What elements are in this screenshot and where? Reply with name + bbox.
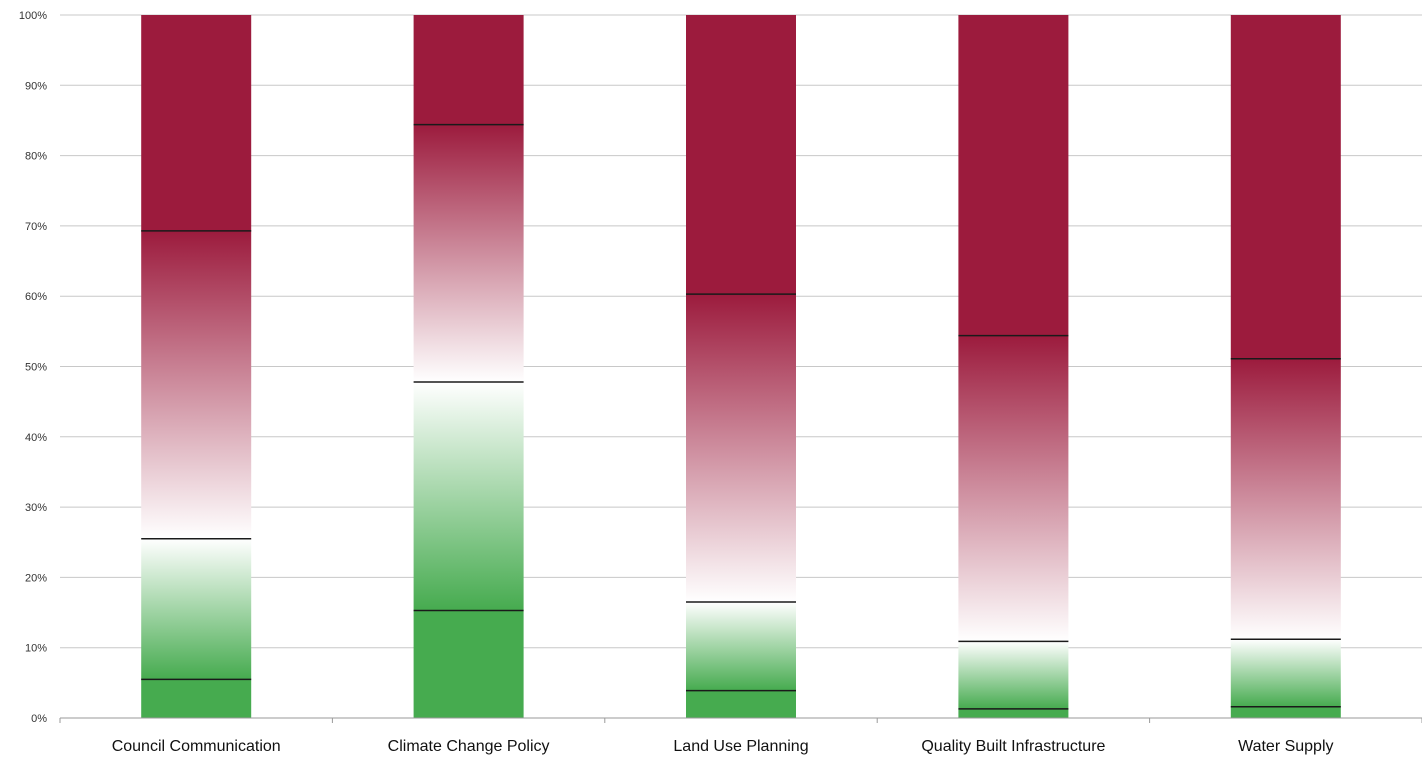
y-tick-label: 20% — [25, 572, 47, 584]
y-tick-label: 40% — [25, 432, 47, 444]
bar-segment-4 — [686, 15, 796, 295]
bar-segment-2 — [413, 381, 524, 611]
bar-segment-2 — [141, 538, 252, 680]
y-tick-label: 80% — [25, 151, 47, 163]
y-tick-label: 30% — [25, 502, 47, 514]
bar-segment-2 — [1230, 639, 1341, 707]
x-category-label: Water Supply — [1238, 738, 1333, 755]
bar-segment-2 — [686, 602, 796, 691]
y-tick-label: 100% — [19, 10, 47, 22]
bar-segment-1 — [958, 708, 1069, 718]
y-tick-label: 0% — [31, 713, 47, 725]
bar-segment-1 — [1230, 706, 1341, 718]
y-tick-label: 90% — [25, 80, 47, 92]
bar-segment-3 — [1230, 358, 1341, 640]
bar-segment-1 — [141, 679, 252, 718]
x-category-label: Council Communication — [112, 738, 281, 755]
bar-segment-4 — [141, 15, 252, 231]
x-axis-category-labels: Council Communication Climate Change Poli… — [112, 738, 1334, 755]
bar-segment-3 — [686, 294, 796, 603]
x-axis — [59, 717, 1422, 723]
bar-segment-2 — [958, 641, 1069, 709]
y-tick-label: 50% — [25, 362, 47, 374]
bar-segment-3 — [958, 335, 1069, 642]
bar-segment-3 — [413, 124, 524, 382]
y-tick-label: 60% — [25, 291, 47, 303]
y-tick-label: 10% — [25, 643, 47, 655]
x-category-label: Land Use Planning — [673, 738, 808, 755]
y-axis-tick-labels: 0% 10% 20% 30% 40% 50% 60% 70% 80% 90% 100% — [19, 10, 47, 725]
bar-segment-4 — [958, 15, 1069, 336]
x-category-label: Quality Built Infrastructure — [921, 738, 1105, 755]
y-tick-label: 70% — [25, 221, 47, 233]
bars — [141, 15, 1341, 718]
bar-segment-1 — [686, 690, 796, 718]
x-category-label: Climate Change Policy — [388, 738, 550, 755]
bar-segment-1 — [413, 610, 524, 718]
bar-segment-4 — [1230, 15, 1341, 359]
bar-segment-3 — [141, 230, 252, 539]
bar-segment-4 — [413, 15, 524, 125]
